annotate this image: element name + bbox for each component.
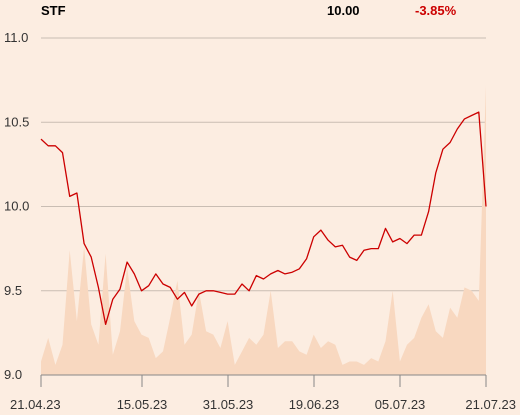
x-axis-labels: 21.04.23 15.05.23 31.05.23 19.06.23 05.07.23… (10, 397, 516, 412)
volume-area-group (41, 85, 486, 375)
price-line (40, 111, 487, 326)
x-tick-label: 21.07.23 (465, 397, 516, 412)
y-axis-labels: 11.0 10.5 10.0 9.5 9.0 (4, 30, 29, 382)
y-tick-label: 10.0 (4, 199, 29, 214)
x-tick-label: 21.04.23 (10, 397, 61, 412)
x-tick-label: 15.05.23 (117, 397, 168, 412)
x-axis (40, 374, 487, 387)
price-change: -3.85% (415, 3, 457, 18)
price-line-group (40, 111, 487, 326)
y-tick-label: 11.0 (4, 30, 28, 45)
volume-area (41, 85, 486, 375)
y-tick-label: 9.5 (4, 283, 22, 298)
y-tick-label: 9.0 (4, 367, 22, 382)
x-tick-label: 19.06.23 (289, 397, 340, 412)
chart-grid (41, 37, 486, 292)
ticker-label: STF (41, 3, 66, 18)
y-tick-label: 10.5 (4, 114, 29, 129)
x-tick-label: 31.05.23 (203, 397, 254, 412)
x-tick-label: 05.07.23 (375, 397, 426, 412)
last-price: 10.00 (327, 3, 360, 18)
